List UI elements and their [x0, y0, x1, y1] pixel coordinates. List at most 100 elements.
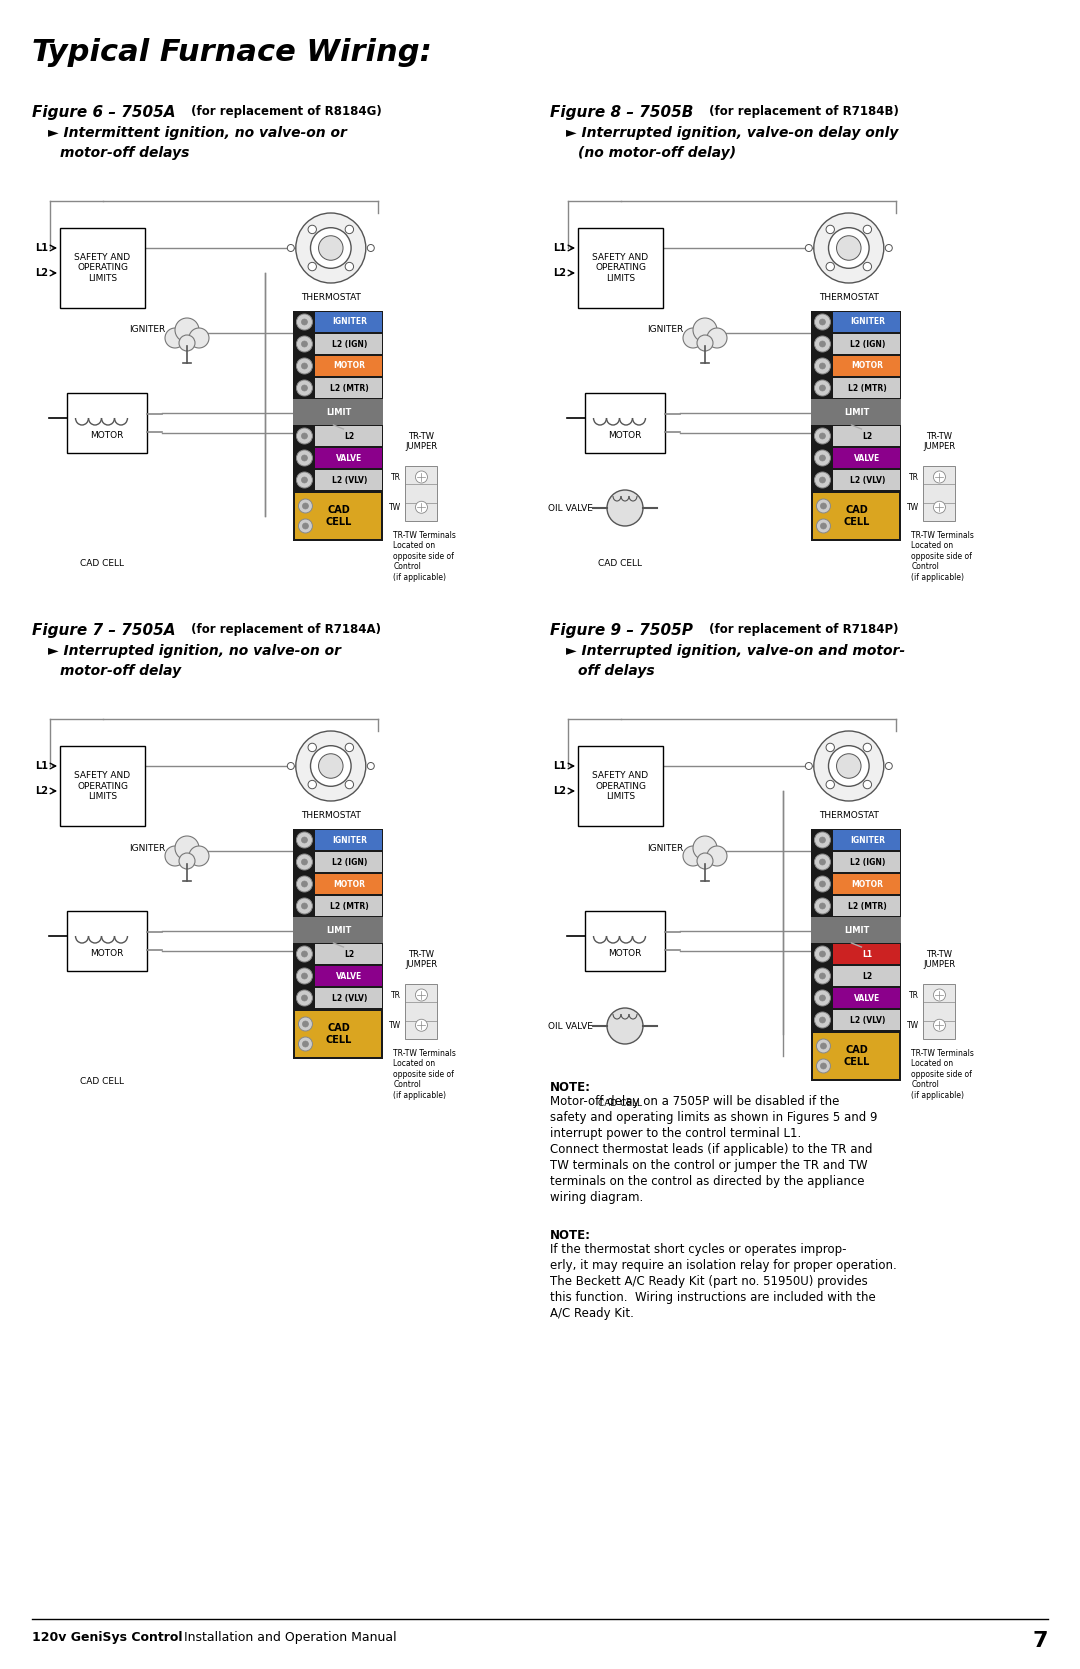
Bar: [834, 471, 901, 491]
Circle shape: [298, 1036, 312, 1051]
Circle shape: [416, 1020, 428, 1031]
Bar: [813, 492, 900, 539]
Circle shape: [298, 499, 312, 512]
Text: Motor-off delay on a 7505P will be disabled if the: Motor-off delay on a 7505P will be disab…: [550, 1095, 839, 1108]
Text: SAFETY AND
OPERATING
LIMITS: SAFETY AND OPERATING LIMITS: [75, 771, 131, 801]
Text: L1: L1: [554, 761, 567, 771]
Bar: [315, 829, 382, 850]
Circle shape: [189, 329, 210, 349]
Circle shape: [814, 335, 831, 352]
Text: off delays: off delays: [578, 664, 654, 678]
Circle shape: [287, 244, 294, 252]
Circle shape: [308, 781, 316, 789]
Circle shape: [296, 731, 366, 801]
Circle shape: [319, 235, 343, 260]
Circle shape: [821, 1043, 826, 1050]
Circle shape: [820, 860, 825, 865]
Text: MOTOR: MOTOR: [91, 431, 124, 439]
Bar: [834, 1010, 901, 1030]
Text: IGNITER: IGNITER: [129, 843, 165, 853]
Circle shape: [820, 951, 825, 956]
Circle shape: [683, 329, 703, 349]
Text: CAD
CELL: CAD CELL: [843, 1045, 869, 1066]
Circle shape: [296, 946, 312, 961]
Text: CAD
CELL: CAD CELL: [843, 506, 869, 527]
Circle shape: [311, 227, 351, 269]
Circle shape: [821, 522, 826, 529]
Text: TR-TW Terminals
Located on
opposite side of
Control
(if applicable): TR-TW Terminals Located on opposite side…: [393, 531, 457, 581]
Text: L1: L1: [863, 950, 873, 958]
Text: CAD CELL: CAD CELL: [598, 559, 643, 567]
Circle shape: [826, 743, 835, 751]
Circle shape: [806, 763, 812, 769]
Circle shape: [821, 1063, 826, 1070]
Bar: [834, 377, 901, 397]
Text: IGNITER: IGNITER: [647, 325, 683, 334]
Text: L2 (IGN): L2 (IGN): [332, 858, 367, 866]
Text: SAFETY AND
OPERATING
LIMITS: SAFETY AND OPERATING LIMITS: [75, 254, 131, 284]
Text: L2 (IGN): L2 (IGN): [332, 339, 367, 349]
Circle shape: [189, 846, 210, 866]
Text: TW: TW: [389, 1021, 402, 1030]
Bar: [60, 746, 145, 826]
Circle shape: [814, 381, 831, 396]
Text: (no motor-off delay): (no motor-off delay): [578, 145, 737, 160]
Bar: [315, 471, 382, 491]
Text: MOTOR: MOTOR: [851, 880, 883, 888]
Text: IGNITER: IGNITER: [850, 317, 885, 327]
Bar: [296, 1011, 381, 1056]
Text: L2 (VLV): L2 (VLV): [850, 1015, 886, 1025]
Circle shape: [828, 227, 869, 269]
Text: (for replacement of R7184P): (for replacement of R7184P): [705, 623, 899, 636]
Circle shape: [837, 754, 861, 778]
Text: safety and operating limits as shown in Figures 5 and 9: safety and operating limits as shown in …: [550, 1112, 877, 1123]
Circle shape: [346, 743, 353, 751]
Bar: [578, 746, 663, 826]
Bar: [834, 875, 901, 895]
Circle shape: [863, 781, 872, 789]
Text: LIMIT: LIMIT: [326, 407, 351, 417]
Circle shape: [821, 502, 826, 509]
Circle shape: [287, 763, 294, 769]
Text: IGNITER: IGNITER: [332, 317, 367, 327]
Circle shape: [814, 314, 831, 330]
Bar: [296, 492, 381, 539]
Circle shape: [296, 427, 312, 444]
Circle shape: [296, 898, 312, 915]
Circle shape: [826, 262, 835, 270]
Bar: [811, 310, 902, 541]
Circle shape: [814, 990, 831, 1006]
Text: 7: 7: [1032, 1631, 1048, 1651]
Text: L2 (IGN): L2 (IGN): [850, 858, 886, 866]
Circle shape: [814, 731, 883, 801]
Circle shape: [296, 472, 312, 487]
Circle shape: [820, 973, 825, 980]
Bar: [834, 426, 901, 446]
Text: erly, it may require an isolation relay for proper operation.: erly, it may require an isolation relay …: [550, 1258, 896, 1272]
Text: TR-TW
JUMPER: TR-TW JUMPER: [923, 432, 956, 451]
Text: OIL VALVE: OIL VALVE: [548, 1021, 593, 1030]
Text: OIL VALVE: OIL VALVE: [548, 504, 593, 512]
Text: MOTOR: MOTOR: [91, 948, 124, 958]
Text: TW: TW: [907, 1021, 919, 1030]
Bar: [834, 312, 901, 332]
Text: THERMOSTAT: THERMOSTAT: [301, 294, 361, 302]
Circle shape: [933, 501, 945, 514]
Circle shape: [820, 477, 825, 482]
Circle shape: [175, 836, 199, 860]
Circle shape: [820, 836, 825, 843]
Bar: [315, 851, 382, 871]
Circle shape: [707, 846, 727, 866]
Circle shape: [814, 876, 831, 891]
Circle shape: [816, 1060, 831, 1073]
Circle shape: [301, 477, 308, 482]
Text: TR-TW
JUMPER: TR-TW JUMPER: [405, 432, 437, 451]
Circle shape: [301, 995, 308, 1001]
Circle shape: [302, 502, 309, 509]
Circle shape: [933, 990, 945, 1001]
Text: L2 (VLV): L2 (VLV): [850, 476, 886, 484]
Circle shape: [179, 335, 195, 350]
Text: SAFETY AND
OPERATING
LIMITS: SAFETY AND OPERATING LIMITS: [593, 771, 649, 801]
Text: terminals on the control as directed by the appliance: terminals on the control as directed by …: [550, 1175, 864, 1188]
Circle shape: [302, 1041, 309, 1046]
